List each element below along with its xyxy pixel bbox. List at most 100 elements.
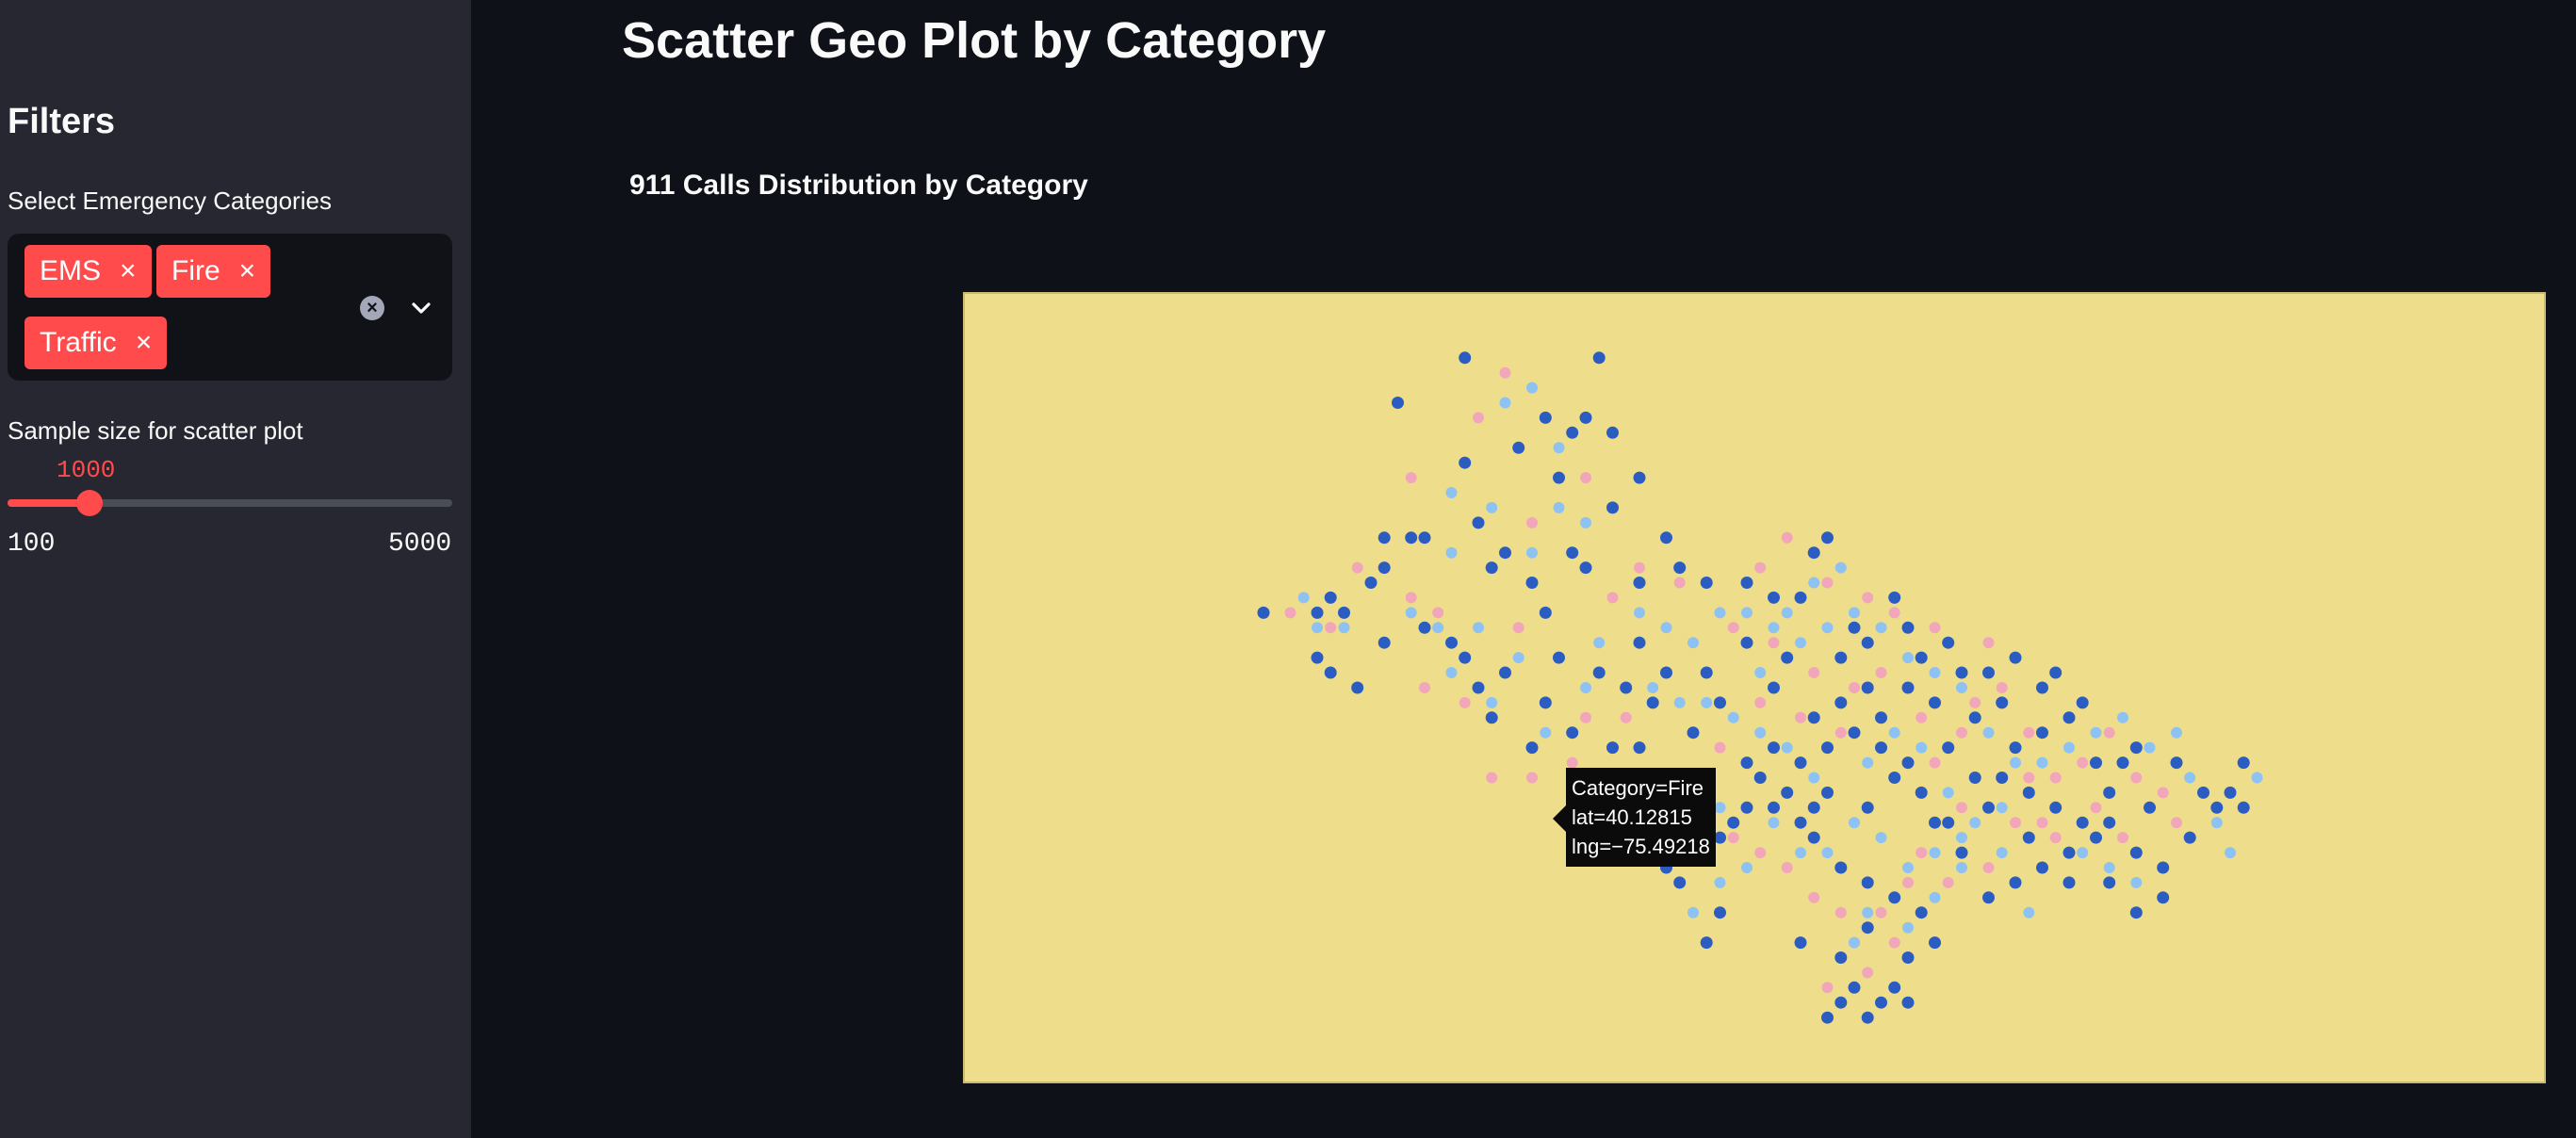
remove-traffic-icon[interactable]: ×: [135, 327, 153, 358]
point-ems-114[interactable]: [2129, 906, 2143, 919]
point-ems-144[interactable]: [1955, 666, 1968, 679]
point-traffic-78[interactable]: [1849, 936, 1860, 949]
point-ems-111[interactable]: [2036, 861, 2048, 874]
remove-fire-icon[interactable]: ×: [238, 255, 256, 286]
point-ems-103[interactable]: [1915, 906, 1928, 919]
point-traffic-5[interactable]: [1553, 501, 1565, 513]
point-ems-92[interactable]: [1566, 726, 1579, 740]
point-ems-34[interactable]: [1364, 577, 1378, 589]
point-fire-29[interactable]: [1902, 876, 1914, 888]
point-ems-138[interactable]: [1714, 696, 1726, 709]
point-ems-91[interactable]: [1606, 741, 1619, 755]
point-ems-35[interactable]: [1378, 561, 1391, 575]
point-fire-47[interactable]: [1795, 711, 1806, 723]
point-ems-12[interactable]: [1378, 531, 1391, 545]
point-traffic-80[interactable]: [1902, 921, 1914, 934]
point-traffic-15[interactable]: [1445, 667, 1458, 678]
point-ems-32[interactable]: [2049, 666, 2062, 679]
point-ems-71[interactable]: [2129, 846, 2143, 859]
point-ems-10[interactable]: [1553, 471, 1565, 484]
remove-ems-icon[interactable]: ×: [120, 255, 137, 286]
point-traffic-72[interactable]: [1862, 756, 1874, 769]
point-fire-44[interactable]: [1916, 711, 1928, 723]
point-ems-139[interactable]: [1781, 651, 1794, 664]
point-ems-68[interactable]: [2144, 801, 2156, 814]
point-ems-66[interactable]: [2197, 786, 2209, 799]
point-traffic-3[interactable]: [1445, 487, 1458, 498]
point-traffic-18[interactable]: [1540, 726, 1552, 739]
point-ems-16[interactable]: [1499, 546, 1511, 560]
point-fire-2[interactable]: [1580, 472, 1591, 484]
point-traffic-45[interactable]: [2251, 772, 2263, 784]
point-fire-25[interactable]: [1808, 891, 1820, 903]
point-traffic-83[interactable]: [1714, 802, 1726, 814]
point-ems-61[interactable]: [2062, 711, 2076, 724]
point-ems-161[interactable]: [1553, 651, 1565, 664]
point-ems-157[interactable]: [2009, 741, 2022, 755]
point-ems-82[interactable]: [1768, 801, 1780, 814]
point-ems-127[interactable]: [1901, 996, 1915, 1009]
point-traffic-36[interactable]: [2036, 756, 2048, 769]
point-ems-122[interactable]: [1834, 996, 1848, 1009]
point-traffic-76[interactable]: [1969, 817, 1981, 829]
point-fire-20[interactable]: [1982, 637, 1995, 649]
point-ems-23[interactable]: [1740, 577, 1753, 589]
point-fire-33[interactable]: [2049, 772, 2062, 784]
point-traffic-4[interactable]: [1486, 501, 1498, 513]
point-fire-36[interactable]: [2130, 772, 2143, 784]
point-traffic-23[interactable]: [1687, 637, 1699, 649]
point-traffic-17[interactable]: [1512, 652, 1524, 664]
point-ems-129[interactable]: [1929, 816, 1941, 829]
point-fire-34[interactable]: [2077, 756, 2089, 769]
point-ems-115[interactable]: [2157, 891, 2170, 904]
point-fire-52[interactable]: [1566, 756, 1578, 769]
point-traffic-12[interactable]: [1405, 607, 1417, 619]
point-ems-65[interactable]: [2170, 756, 2183, 770]
point-traffic-74[interactable]: [1916, 741, 1928, 754]
point-ems-150[interactable]: [1807, 801, 1820, 814]
point-ems-18[interactable]: [1566, 546, 1579, 560]
point-traffic-47[interactable]: [2103, 862, 2115, 873]
point-fire-40[interactable]: [2090, 802, 2102, 814]
point-traffic-13[interactable]: [1432, 622, 1444, 634]
point-ems-28[interactable]: [1848, 621, 1861, 634]
point-ems-52[interactable]: [1807, 711, 1820, 724]
point-ems-95[interactable]: [1525, 741, 1539, 755]
point-fire-35[interactable]: [2103, 726, 2115, 739]
point-traffic-53[interactable]: [1902, 862, 1914, 873]
point-ems-107[interactable]: [1901, 951, 1915, 964]
point-traffic-42[interactable]: [2184, 772, 2196, 784]
point-traffic-22[interactable]: [1660, 622, 1672, 634]
point-ems-39[interactable]: [1257, 606, 1270, 619]
point-ems-130[interactable]: [1955, 846, 1968, 859]
point-ems-151[interactable]: [1821, 741, 1834, 755]
point-fire-38[interactable]: [2171, 817, 2182, 829]
point-ems-128[interactable]: [1821, 1011, 1834, 1024]
point-ems-96[interactable]: [1740, 756, 1753, 770]
point-fire-3[interactable]: [1526, 516, 1538, 528]
point-traffic-19[interactable]: [1580, 682, 1591, 693]
point-ems-117[interactable]: [2210, 801, 2224, 814]
point-traffic-27[interactable]: [1795, 637, 1806, 649]
point-fire-73[interactable]: [1634, 561, 1645, 574]
point-ems-13[interactable]: [1472, 516, 1485, 529]
point-ems-47[interactable]: [1633, 636, 1646, 649]
point-ems-162[interactable]: [1499, 666, 1511, 679]
point-fire-49[interactable]: [1714, 741, 1726, 754]
point-ems-64[interactable]: [2129, 741, 2143, 755]
point-fire-59[interactable]: [1862, 967, 1874, 979]
point-ems-26[interactable]: [1794, 591, 1807, 604]
point-ems-106[interactable]: [1794, 936, 1807, 950]
point-ems-108[interactable]: [1929, 936, 1941, 950]
point-traffic-32[interactable]: [1929, 667, 1941, 678]
point-ems-48[interactable]: [1660, 666, 1672, 679]
point-fire-71[interactable]: [1849, 682, 1860, 693]
point-fire-12[interactable]: [1620, 711, 1632, 723]
point-ems-109[interactable]: [1982, 891, 1995, 904]
point-traffic-55[interactable]: [1849, 817, 1860, 829]
point-traffic-26[interactable]: [1768, 622, 1780, 634]
point-fire-43[interactable]: [1956, 726, 1967, 739]
point-traffic-77[interactable]: [1996, 802, 2008, 814]
point-ems-77[interactable]: [1915, 786, 1928, 799]
point-traffic-35[interactable]: [2010, 756, 2021, 769]
